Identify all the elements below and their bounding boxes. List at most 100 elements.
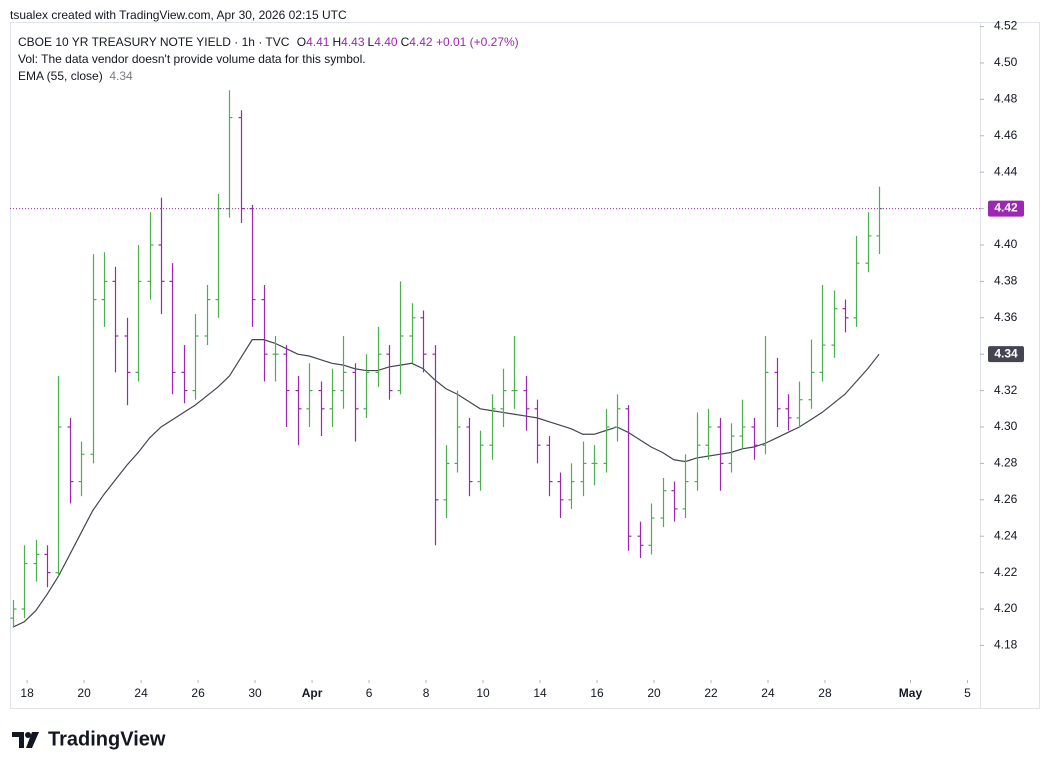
plot-area [10,90,883,628]
ohlc-value: 4.41 [306,35,330,49]
ema-legend: EMA (55, close) 4.34 [18,69,133,83]
ohlc-bar [751,417,758,460]
y-tick-label: 4.24 [994,528,1018,542]
x-tick-label: 16 [590,686,604,700]
ohlc-bar [466,417,473,497]
y-tick-label: 4.46 [994,128,1018,142]
ohlc-bar [238,110,245,224]
ohlc-bar [318,381,325,437]
ohlc-bar [705,408,712,460]
legend-line: CBOE 10 YR TREASURY NOTE YIELD · 1h · TV… [18,35,519,49]
ohlc-bar [215,194,222,318]
ohlc-bar [796,381,803,427]
change: +0.01 (+0.27%) [435,35,519,49]
ohlc-bar [591,445,598,486]
ohlc-bar [226,90,233,218]
ohlc-bar [865,212,872,273]
ohlc-bar [637,521,644,559]
ohlc-bar [819,285,826,382]
ohlc-bar [261,285,268,382]
ohlc-bar [181,345,188,404]
ohlc-bar [739,399,746,449]
y-tick-label: 4.20 [994,601,1018,615]
ohlc-bar [728,423,735,473]
credit: tsualex created with TradingView.com, Ap… [10,8,347,22]
ohlc-bar [397,281,404,395]
ohlc-bar [603,408,610,473]
ohlc-bar [876,186,883,255]
brand-name: TradingView [48,728,166,750]
x-tick-label: 26 [191,686,205,700]
ohlc-key: O [296,35,307,49]
y-tick-label: 4.22 [994,565,1018,579]
x-tick-label: 10 [476,686,490,700]
ohlc-key: C [400,35,410,49]
ohlc-bar [694,412,701,491]
ohlc-bar [432,345,439,546]
ohlc-bar [409,303,416,364]
ohlc-bar [420,310,427,373]
ohlc-bar [774,357,781,427]
ohlc-bar [443,445,450,519]
ohlc-bar [192,314,199,400]
ohlc-bar [283,345,290,427]
x-tick-label: 18 [20,686,34,700]
x-tick-label: Apr [302,686,323,700]
x-tick-label: 20 [77,686,91,700]
y-tick-label: 4.52 [994,19,1018,33]
y-tick-label: 4.36 [994,310,1018,324]
ohlc-bar [648,503,655,555]
ohlc-bar [454,390,461,473]
last-price-box [988,200,1024,217]
x-tick-label: 8 [423,686,430,700]
ohlc-bar [671,481,678,522]
volume-note: Vol: The data vendor doesn't provide vol… [18,52,366,66]
ohlc-bar [363,354,370,418]
ohlc-bar [67,417,74,504]
y-tick-label: 4.18 [994,638,1018,652]
ohlc-value: 4.42 [409,35,433,49]
ohlc-bar [580,441,587,497]
ema-value: 4.34 [109,69,133,83]
x-tick-label: 5 [964,686,971,700]
ohlc-bar [842,299,849,333]
ohlc-bar [272,335,279,382]
x-tick-label: 30 [248,686,262,700]
y-tick-label: 4.44 [994,164,1018,178]
ohlc-bar [124,317,131,406]
ohlc-bar [44,545,51,588]
ohlc-bar [10,599,17,628]
y-tick-label: 4.50 [994,55,1018,69]
chart-frame [10,22,1040,709]
ohlc-bar [682,454,689,519]
ema-price-box [988,346,1024,363]
ema-line [12,339,880,628]
ohlc-bar [169,263,176,395]
x-tick-label: 24 [761,686,775,700]
ohlc-bar [546,436,553,497]
x-tick-label: 24 [134,686,148,700]
ema-price-label: 4.34 [994,346,1018,360]
ohlc-bar [112,266,119,373]
ohlc-value: 4.40 [374,35,398,49]
ohlc-bar [249,204,256,327]
ohlc-bar [568,463,575,509]
ohlc-bar [534,399,541,464]
ohlc-bar [477,430,484,491]
ohlc-bar [625,405,632,551]
symbol: CBOE 10 YR TREASURY NOTE YIELD · 1h · TV… [18,35,290,49]
x-tick-label: May [899,686,923,700]
last-price-label: 4.42 [994,201,1018,215]
y-tick-label: 4.26 [994,492,1018,506]
ohlc-bar [523,376,530,431]
ohlc-bar [204,285,211,346]
ohlc-bar [614,394,621,442]
ohlc-bar [808,339,815,409]
ohlc-bar [489,394,496,460]
ohlc-bar [90,254,97,464]
ohlc-bar [511,335,518,409]
ohlc-bar [329,368,336,427]
x-tick-label: 20 [647,686,661,700]
